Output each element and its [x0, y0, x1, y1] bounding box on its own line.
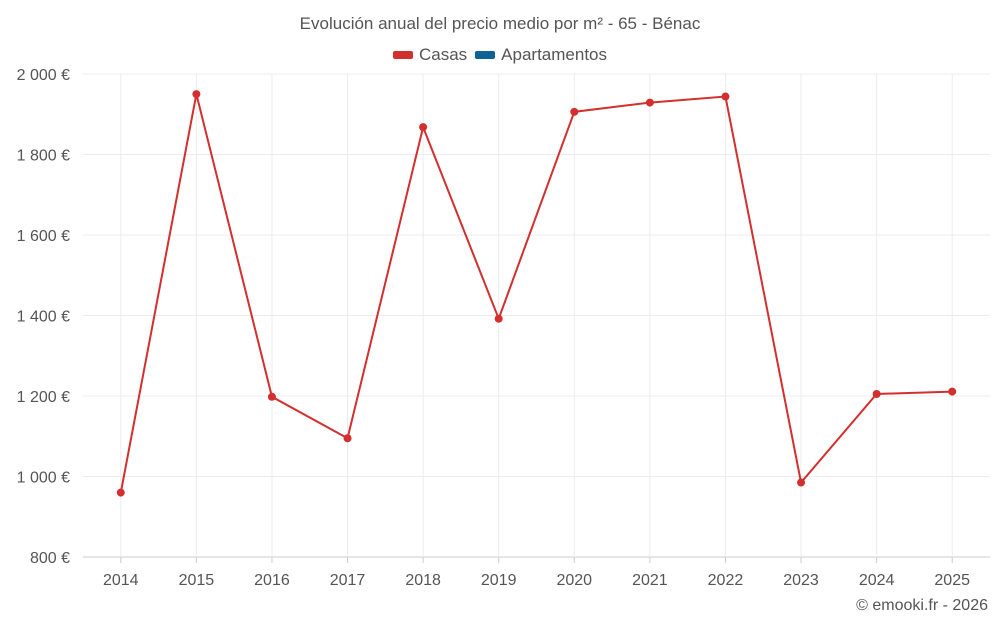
x-tick-label: 2025 — [934, 572, 970, 589]
data-point — [192, 90, 201, 99]
credit-text: © emooki.fr - 2026 — [856, 597, 988, 614]
y-tick-label: 1 400 € — [17, 309, 70, 326]
x-tick-label: 2021 — [632, 572, 668, 589]
y-tick-label: 800 € — [30, 550, 70, 567]
data-point — [116, 488, 125, 497]
data-point — [267, 392, 276, 401]
data-point — [948, 387, 957, 396]
data-point — [343, 434, 352, 443]
data-point — [797, 478, 806, 487]
series-line-0 — [119, 93, 953, 493]
y-tick-label: 2 000 € — [17, 67, 70, 84]
y-tick-label: 1 600 € — [17, 228, 70, 245]
legend: Casas Apartamentos — [0, 45, 1000, 65]
data-point — [645, 98, 654, 107]
data-point — [419, 123, 428, 132]
legend-item-apartamentos[interactable]: Apartamentos — [475, 45, 607, 65]
legend-swatch-casas — [392, 51, 413, 59]
data-point — [872, 389, 881, 398]
x-tick-label: 2014 — [103, 572, 139, 589]
x-tick-label: 2020 — [556, 572, 592, 589]
data-point — [494, 314, 503, 323]
x-tick-label: 2016 — [254, 572, 290, 589]
data-point — [570, 107, 579, 116]
x-tick-label: 2024 — [859, 572, 895, 589]
x-tick-label: 2015 — [179, 572, 215, 589]
legend-label-apartamentos: Apartamentos — [501, 45, 608, 64]
x-tick-label: 2019 — [481, 572, 517, 589]
y-tick-label: 1 000 € — [17, 470, 70, 487]
x-tick-label: 2023 — [783, 572, 819, 589]
legend-label-casas: Casas — [418, 45, 468, 64]
x-tick-label: 2022 — [708, 572, 744, 589]
data-point — [721, 92, 730, 101]
legend-swatch-apartamentos — [475, 51, 496, 59]
x-tick-label: 2017 — [330, 572, 366, 589]
y-tick-label: 1 800 € — [17, 148, 70, 165]
legend-item-casas[interactable]: Casas — [392, 45, 468, 65]
x-tick-label: 2018 — [405, 572, 441, 589]
y-tick-label: 1 200 € — [17, 389, 70, 406]
chart-title: Evolución anual del precio medio por m² … — [299, 14, 701, 33]
